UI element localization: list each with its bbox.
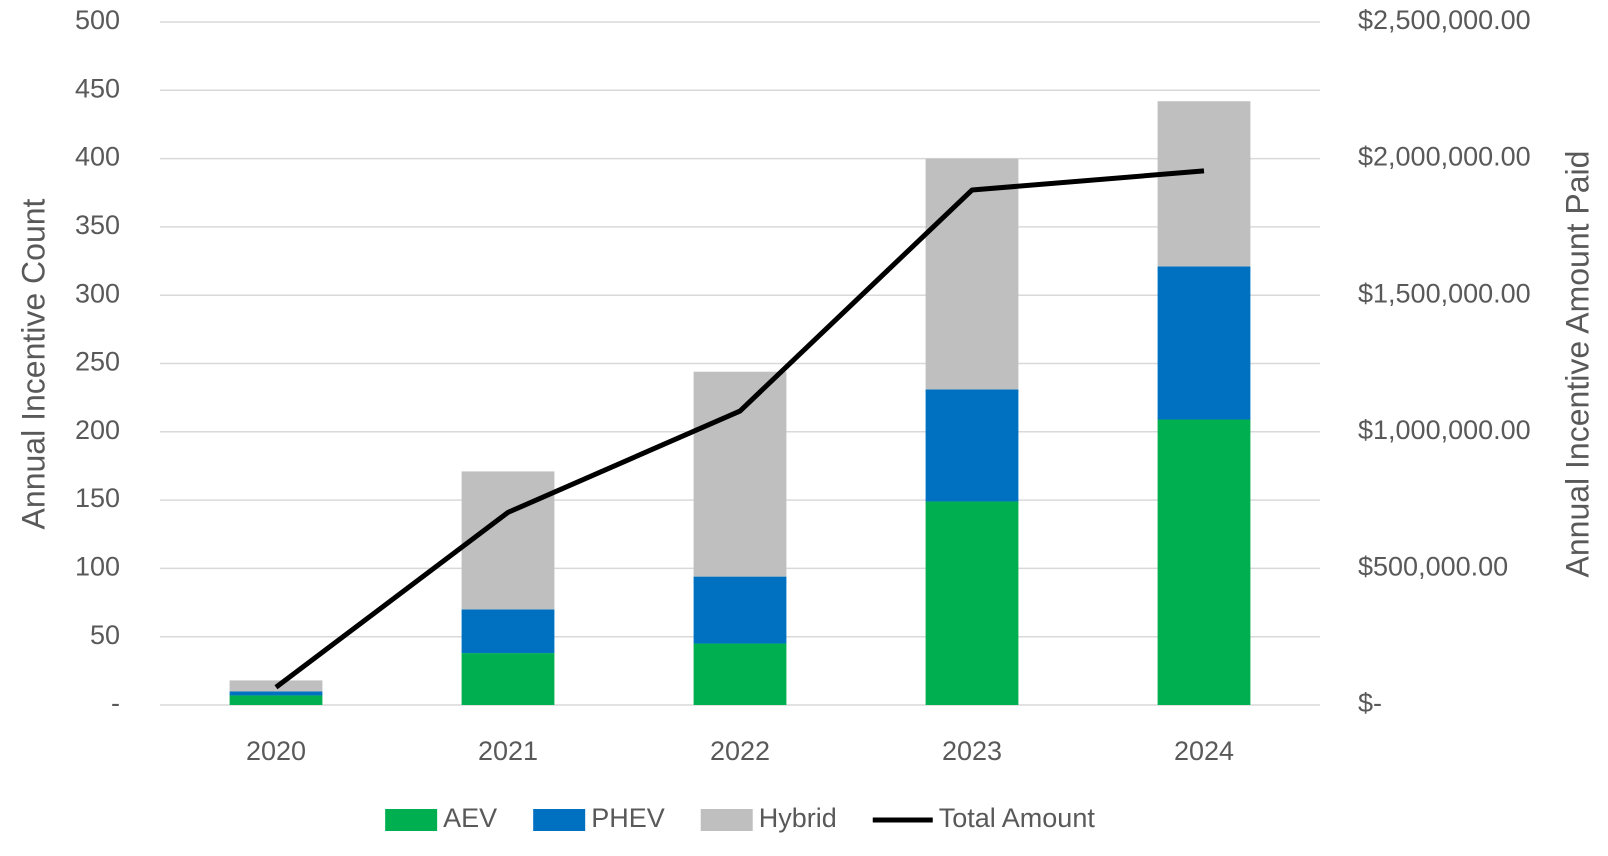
bar-segment bbox=[1157, 101, 1251, 267]
x-tick-label: 2020 bbox=[246, 736, 306, 766]
y-tick-label: 200 bbox=[75, 415, 120, 445]
legend-swatch bbox=[700, 809, 753, 831]
y2-tick-label: $1,000,000.00 bbox=[1358, 415, 1531, 445]
y2-axis-title: Annual Incentive Amount Paid bbox=[1559, 151, 1595, 578]
x-tick-label: 2021 bbox=[478, 736, 538, 766]
bar-segment bbox=[925, 501, 1019, 705]
legend-label: AEV bbox=[443, 803, 497, 833]
bar-segment bbox=[1157, 266, 1251, 420]
y-tick-label: 150 bbox=[75, 483, 120, 513]
bar-segment bbox=[461, 471, 555, 610]
x-tick-label: 2024 bbox=[1174, 736, 1234, 766]
bar-segment bbox=[1157, 419, 1251, 705]
y2-tick-label: $500,000.00 bbox=[1358, 552, 1508, 582]
y-tick-label: 350 bbox=[75, 210, 120, 240]
y-axis-title: Annual Incentive Count bbox=[15, 198, 51, 529]
bar-segment bbox=[461, 609, 555, 654]
y-tick-label: 50 bbox=[90, 620, 120, 650]
line bbox=[274, 168, 1205, 690]
legend-label: Hybrid bbox=[759, 803, 837, 833]
bar-segment bbox=[925, 158, 1019, 390]
bar-segment bbox=[693, 371, 787, 577]
bar-segment bbox=[693, 643, 787, 705]
bar-segment bbox=[229, 691, 323, 696]
y-tick-label: 450 bbox=[75, 73, 120, 103]
y-tick-label: 400 bbox=[75, 142, 120, 172]
bar-segment bbox=[461, 653, 555, 705]
x-tick-label: 2022 bbox=[710, 736, 770, 766]
y-tick-label: 100 bbox=[75, 552, 120, 582]
y2-tick-label: $2,500,000.00 bbox=[1358, 5, 1531, 35]
bar-segment bbox=[925, 389, 1019, 502]
y-tick-label: 250 bbox=[75, 347, 120, 377]
y-tick-label: - bbox=[111, 688, 120, 718]
legend-swatch bbox=[533, 809, 586, 831]
y-tick-label: 300 bbox=[75, 278, 120, 308]
y2-tick-label: $- bbox=[1358, 688, 1382, 718]
legend-swatch bbox=[385, 809, 438, 831]
bar-segment bbox=[229, 695, 323, 705]
x-tick-label: 2023 bbox=[942, 736, 1002, 766]
y2-tick-label: $2,000,000.00 bbox=[1358, 142, 1531, 172]
y-tick-label: 500 bbox=[75, 5, 120, 35]
y2-tick-label: $1,500,000.00 bbox=[1358, 278, 1531, 308]
legend-label: PHEV bbox=[591, 803, 665, 833]
bar-segment bbox=[693, 576, 787, 644]
legend-label: Total Amount bbox=[939, 803, 1096, 833]
